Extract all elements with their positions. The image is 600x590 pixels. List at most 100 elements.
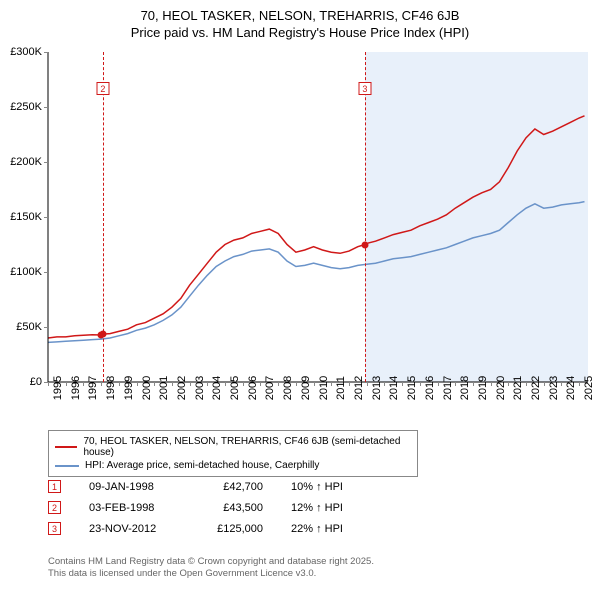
x-axis-label: 1997 [87, 376, 99, 400]
x-tick [491, 382, 492, 386]
y-tick [44, 217, 48, 218]
x-axis-label: 2011 [335, 376, 347, 400]
marker-line [365, 52, 366, 382]
sales-row: 203-FEB-1998£43,50012% ↑ HPI [48, 497, 381, 518]
x-tick [561, 382, 562, 386]
x-tick [48, 382, 49, 386]
x-axis-label: 2017 [442, 376, 454, 400]
x-tick [420, 382, 421, 386]
sales-price: £43,500 [203, 502, 263, 514]
y-axis-label: £150K [0, 211, 42, 223]
legend-label: 70, HEOL TASKER, NELSON, TREHARRIS, CF46… [83, 436, 411, 458]
x-axis-label: 2004 [211, 376, 223, 400]
x-axis-label: 2009 [300, 376, 312, 400]
x-axis-label: 2000 [141, 376, 153, 400]
sales-numbox: 1 [48, 480, 61, 493]
legend-label: HPI: Average price, semi-detached house,… [85, 460, 319, 471]
x-axis-label: 2006 [247, 376, 259, 400]
sales-numbox: 3 [48, 522, 61, 535]
x-tick [526, 382, 527, 386]
x-tick [314, 382, 315, 386]
x-axis-label: 2003 [194, 376, 206, 400]
chart-area: £0£50K£100K£150K£200K£250K£300K199519961… [48, 52, 588, 382]
sales-date: 23-NOV-2012 [89, 523, 175, 535]
sales-price: £42,700 [203, 481, 263, 493]
x-tick [384, 382, 385, 386]
footer: Contains HM Land Registry data © Crown c… [48, 556, 374, 581]
legend: 70, HEOL TASKER, NELSON, TREHARRIS, CF46… [48, 430, 418, 477]
x-axis-label: 2025 [583, 376, 595, 400]
title-line-1: 70, HEOL TASKER, NELSON, TREHARRIS, CF46… [0, 8, 600, 23]
x-axis-label: 2018 [459, 376, 471, 400]
marker-box: 2 [96, 82, 109, 95]
legend-swatch [55, 465, 79, 467]
x-axis-label: 2019 [477, 376, 489, 400]
title-block: 70, HEOL TASKER, NELSON, TREHARRIS, CF46… [0, 0, 600, 40]
x-tick [172, 382, 173, 386]
sales-row: 1 09-JAN-1998 £42,700 10% ↑ HPI [48, 476, 381, 497]
footer-line-2: This data is licensed under the Open Gov… [48, 568, 374, 580]
series-blue [48, 202, 585, 343]
x-tick [225, 382, 226, 386]
x-axis-label: 2012 [353, 376, 365, 400]
y-axis-label: £50K [0, 321, 42, 333]
x-axis-label: 2024 [565, 376, 577, 400]
sales-date: 03-FEB-1998 [89, 502, 175, 514]
y-tick [44, 52, 48, 53]
sales-pct: 10% ↑ HPI [291, 481, 381, 493]
x-tick [66, 382, 67, 386]
x-tick [101, 382, 102, 386]
title-line-2: Price paid vs. HM Land Registry's House … [0, 25, 600, 40]
x-axis-label: 2014 [388, 376, 400, 400]
x-axis-label: 2021 [512, 376, 524, 400]
y-tick [44, 162, 48, 163]
x-tick [278, 382, 279, 386]
legend-row: HPI: Average price, semi-detached house,… [55, 459, 411, 472]
x-tick [579, 382, 580, 386]
x-axis-label: 2010 [318, 376, 330, 400]
y-tick [44, 272, 48, 273]
legend-swatch [55, 446, 77, 448]
y-axis-label: £200K [0, 156, 42, 168]
x-axis-label: 1998 [105, 376, 117, 400]
x-tick [296, 382, 297, 386]
x-axis-label: 2016 [424, 376, 436, 400]
sales-row: 323-NOV-2012£125,00022% ↑ HPI [48, 518, 381, 539]
x-axis-label: 2020 [495, 376, 507, 400]
x-tick [473, 382, 474, 386]
legend-row: 70, HEOL TASKER, NELSON, TREHARRIS, CF46… [55, 435, 411, 459]
sales-date: 09-JAN-1998 [89, 481, 175, 493]
x-axis-label: 2001 [158, 376, 170, 400]
x-tick [119, 382, 120, 386]
x-tick [83, 382, 84, 386]
y-tick [44, 327, 48, 328]
x-tick [438, 382, 439, 386]
x-tick [260, 382, 261, 386]
x-tick [544, 382, 545, 386]
x-axis-label: 2008 [282, 376, 294, 400]
x-tick [367, 382, 368, 386]
y-axis-label: £0 [0, 376, 42, 388]
x-tick [349, 382, 350, 386]
sales-numbox: 2 [48, 501, 61, 514]
x-axis-label: 2015 [406, 376, 418, 400]
x-axis-label: 1999 [123, 376, 135, 400]
x-tick [190, 382, 191, 386]
x-axis-label: 2013 [371, 376, 383, 400]
y-tick [44, 107, 48, 108]
y-axis-label: £100K [0, 266, 42, 278]
x-axis-label: 2002 [176, 376, 188, 400]
x-tick [207, 382, 208, 386]
x-tick [243, 382, 244, 386]
y-axis-label: £300K [0, 46, 42, 58]
line-svg [48, 52, 588, 382]
marker-box: 3 [358, 82, 371, 95]
footer-line-1: Contains HM Land Registry data © Crown c… [48, 556, 374, 568]
x-axis-label: 2023 [548, 376, 560, 400]
x-axis-label: 2007 [264, 376, 276, 400]
x-tick [154, 382, 155, 386]
x-tick [455, 382, 456, 386]
x-axis-label: 2005 [229, 376, 241, 400]
x-tick [137, 382, 138, 386]
sales-pct: 22% ↑ HPI [291, 523, 381, 535]
